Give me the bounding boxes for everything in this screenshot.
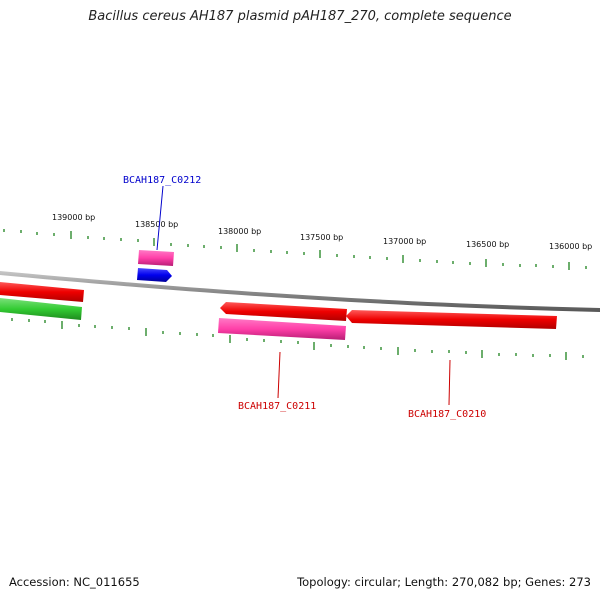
ruler-label-137500: 137500 bp	[300, 233, 343, 242]
red-cds-c0210[interactable]	[346, 310, 557, 329]
gene-label-c0212[interactable]: BCAH187_C0212	[123, 175, 201, 186]
ruler-label-136000: 136000 bp	[549, 242, 592, 251]
lower-tick-ruler	[11, 318, 584, 360]
red-cds-c0211[interactable]	[220, 302, 347, 321]
gene-label-c0210[interactable]: BCAH187_C0210	[408, 409, 486, 420]
accession-text: Accession: NC_011655	[9, 575, 140, 589]
leader-c0211	[277, 351, 281, 399]
ruler-label-138000: 138000 bp	[218, 227, 261, 236]
ruler-label-137000: 137000 bp	[383, 237, 426, 246]
pink-feature-c0211[interactable]	[218, 318, 346, 340]
ruler-label-136500: 136500 bp	[466, 240, 509, 249]
blue-feature[interactable]	[137, 268, 172, 282]
map-title: Bacillus cereus AH187 plasmid pAH187_270…	[88, 9, 512, 24]
upper-tick-ruler	[3, 229, 587, 270]
gene-label-c0211[interactable]: BCAH187_C0211	[238, 401, 316, 412]
pink-feature-c0212[interactable]	[138, 250, 174, 266]
ruler-label-139000: 139000 bp	[52, 213, 95, 222]
ruler-label-138500: 138500 bp	[135, 220, 178, 229]
green-feature-left-edge[interactable]	[0, 298, 82, 320]
leader-c0212	[156, 185, 164, 251]
plasmid-backbone	[0, 271, 600, 312]
leader-c0210	[448, 359, 451, 406]
red-cds-left-edge[interactable]	[0, 282, 84, 302]
sequence-summary: Topology: circular; Length: 270,082 bp; …	[297, 575, 591, 589]
